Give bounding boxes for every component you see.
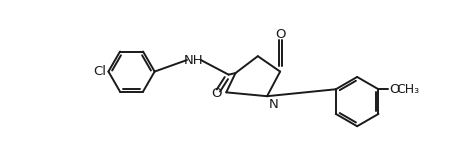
Text: CH₃: CH₃ [396, 83, 419, 96]
Text: Cl: Cl [93, 65, 106, 78]
Text: NH: NH [184, 53, 204, 67]
Text: N: N [268, 98, 278, 111]
Text: O: O [275, 28, 286, 41]
Text: O: O [389, 83, 400, 96]
Text: O: O [211, 87, 221, 100]
